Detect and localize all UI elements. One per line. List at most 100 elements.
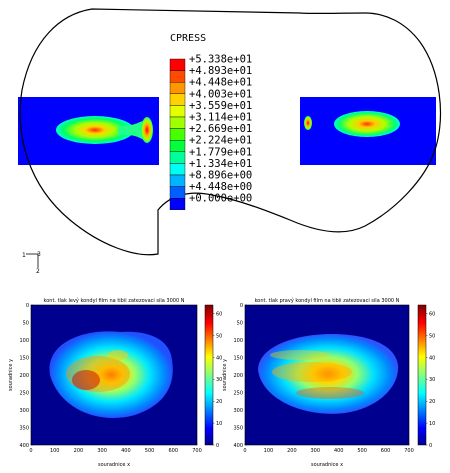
y-tick-label: 0 (26, 303, 29, 309)
legend-value: +8.896e+00 (189, 170, 252, 182)
x-tick-label: 700 (192, 448, 202, 454)
y-tick-label: 350 (233, 425, 243, 431)
x-tick-label: 100 (50, 448, 60, 454)
y-tick-label: 50 (237, 320, 243, 326)
legend-value: +3.559e+01 (189, 100, 252, 112)
y-tick-label: 200 (19, 373, 29, 379)
colorbar-tick-label: 0 (216, 443, 219, 449)
tibial-plateau-outline (19, 8, 442, 256)
legend-swatch (169, 70, 186, 83)
colorbar-tick-label: 50 (216, 333, 222, 339)
x-tick-label: 500 (357, 448, 367, 454)
left-colorbar (204, 304, 214, 446)
y-tick-label: 150 (233, 355, 243, 361)
triad-y-label: 3 (37, 251, 41, 258)
legend-swatch (169, 58, 186, 71)
legend-value: +4.448e+00 (189, 181, 252, 193)
right-x-ticks: 0 100 200 300 400 500 600 700 (243, 443, 414, 454)
right-y-axis-label: souradnice y (222, 359, 228, 391)
y-tick-label: 100 (19, 338, 29, 344)
x-tick-label: 600 (169, 448, 179, 454)
legend-value: +1.779e+01 (189, 146, 252, 158)
colorbar-tick-label: 30 (216, 377, 222, 383)
legend-swatch (169, 116, 186, 129)
legend-swatch (169, 128, 186, 141)
right-colorbar-ticks: 0 10 20 30 40 50 60 (426, 312, 435, 449)
legend-value: +0.000e+00 (189, 193, 252, 205)
x-tick-label: 300 (97, 448, 107, 454)
legend-swatch (169, 151, 186, 164)
legend-value: +1.334e+01 (189, 158, 252, 170)
colorbar-tick-label: 0 (429, 443, 432, 449)
y-tick-label: 50 (23, 320, 29, 326)
colorbar-tick-label: 60 (216, 312, 222, 318)
left-colorbar-ticks: 0 10 20 30 40 50 60 (213, 312, 222, 449)
legend-title: CPRESS (170, 33, 206, 44)
left-condyle-plot: kont. tlak levý kondyl film na tibii zat… (8, 297, 222, 468)
y-tick-label: 200 (233, 373, 243, 379)
colorbar-tick-label: 40 (216, 355, 222, 361)
x-tick-label: 400 (121, 448, 131, 454)
legend-swatch (169, 139, 186, 152)
y-tick-label: 300 (233, 408, 243, 414)
y-tick-label: 250 (19, 390, 29, 396)
triad-x-label: 1 (22, 252, 26, 259)
left-pressure-map (49, 331, 173, 419)
right-colorbar (417, 304, 427, 446)
colorbar-tick-label: 20 (216, 399, 222, 405)
right-condyle-plot: kont. tlak pravý kondyl film na tibii za… (222, 297, 435, 468)
y-tick-label: 400 (19, 443, 29, 449)
x-tick-label: 600 (381, 448, 391, 454)
y-tick-label: 300 (19, 408, 29, 414)
legend-value: +4.893e+01 (189, 65, 252, 77)
legend-swatch (169, 81, 186, 94)
y-tick-label: 350 (19, 425, 29, 431)
colorbar-tick-label: 10 (429, 421, 435, 427)
legend-swatch (169, 105, 186, 118)
legend-value: +4.448e+01 (189, 77, 252, 89)
x-tick-label: 0 (29, 448, 32, 454)
right-plot-title: kont. tlak pravý kondyl film na tibii za… (255, 297, 400, 304)
legend-swatch (169, 93, 186, 106)
right-y-ticks: 0 50 100 150 200 250 300 350 400 (233, 303, 247, 449)
axis-triad: 1 3 2 (22, 251, 41, 275)
x-tick-label: 100 (264, 448, 274, 454)
legend-swatch (169, 174, 186, 187)
right-pressure-hotspot (304, 111, 400, 137)
colorbar-tick-label: 40 (429, 355, 435, 361)
colorbar-tick-label: 20 (429, 399, 435, 405)
contour-legend: CPRESS +5.338e+01+4.893e+01+4.448e+01+4.0… (169, 33, 252, 210)
left-y-axis-label: souradnice y (8, 359, 14, 391)
left-plot-title: kont. tlak levý kondyl film na tibii zat… (44, 297, 185, 304)
legend-value: +4.003e+01 (189, 88, 252, 100)
legend-swatch (169, 163, 186, 176)
x-tick-label: 500 (145, 448, 155, 454)
left-x-axis-label: souradnice x (98, 462, 130, 468)
colorbar-tick-label: 50 (429, 333, 435, 339)
x-tick-label: 300 (311, 448, 321, 454)
legend-value: +2.224e+01 (189, 135, 252, 147)
x-tick-label: 700 (404, 448, 414, 454)
y-tick-label: 100 (233, 338, 243, 344)
y-tick-label: 150 (19, 355, 29, 361)
legend-swatch (169, 186, 186, 199)
x-tick-label: 400 (334, 448, 344, 454)
colorbar-tick-label: 30 (429, 377, 435, 383)
legend-value: +3.114e+01 (189, 112, 252, 124)
legend-swatch (169, 197, 186, 210)
right-x-axis-label: souradnice x (311, 462, 343, 468)
fea-contour-panel: CPRESS +5.338e+01+4.893e+01+4.448e+01+4.0… (18, 8, 442, 275)
colorbar-tick-label: 60 (429, 312, 435, 318)
left-pressure-hotspot (56, 116, 153, 144)
x-tick-label: 200 (74, 448, 84, 454)
legend-value: +5.338e+01 (189, 54, 252, 66)
right-pressure-map (258, 333, 399, 414)
y-tick-label: 250 (233, 390, 243, 396)
colorbar-tick-label: 10 (216, 421, 222, 427)
left-y-ticks: 0 50 100 150 200 250 300 350 400 (19, 303, 33, 449)
left-x-ticks: 0 100 200 300 400 500 600 700 (29, 443, 202, 454)
triad-z-label: 2 (36, 268, 40, 275)
y-tick-label: 0 (240, 303, 243, 309)
x-tick-label: 200 (287, 448, 297, 454)
